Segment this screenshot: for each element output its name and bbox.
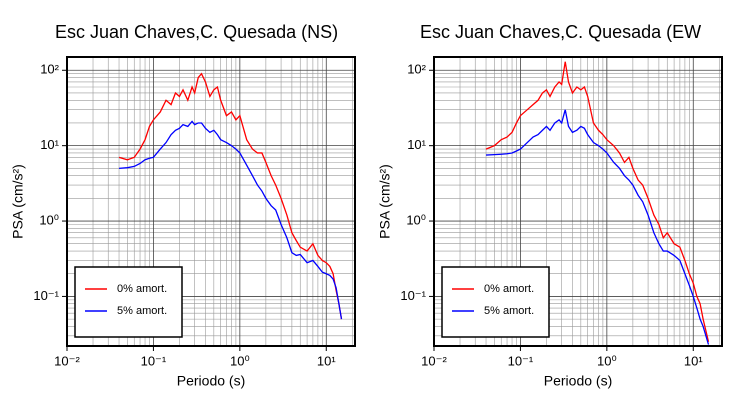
plot-frame <box>433 56 723 347</box>
series-line <box>118 72 343 320</box>
x-tick-label: 10¹ <box>684 353 703 368</box>
chart-title: Esc Juan Chaves,C. Quesada (EW <box>420 22 701 42</box>
x-tick-label: 10¹ <box>317 353 336 368</box>
x-tick-label: 10⁰ <box>597 353 617 368</box>
series-line <box>485 61 710 342</box>
x-axis-label: Periodo (s) <box>177 373 245 389</box>
y-tick-label: 10¹ <box>407 137 426 152</box>
chart-title: Esc Juan Chaves,C. Quesada (NS) <box>55 22 338 42</box>
series-line <box>485 109 710 345</box>
x-tick-label: 10⁻² <box>421 353 447 368</box>
plot: 10⁻² 10⁻¹ 10⁰ 10¹ 10⁻¹ 10⁰ 10¹ 10² Esc Juan Chav… <box>377 22 723 389</box>
y-tick-label: 10² <box>407 62 426 77</box>
legend-label: 0% amort. <box>117 283 167 295</box>
legend-box <box>441 266 550 338</box>
x-tick-label: 10⁰ <box>230 353 250 368</box>
y-tick-label: 10¹ <box>40 137 59 152</box>
series-line <box>118 120 343 320</box>
legend-box <box>74 266 183 338</box>
y-axis-label: PSA (cm/s²) <box>10 164 26 239</box>
y-tick-label: 10⁻¹ <box>33 288 59 303</box>
y-tick-label: 10⁻¹ <box>400 288 426 303</box>
legend-label: 0% amort. <box>484 283 534 295</box>
x-axis-label: Periodo (s) <box>544 373 612 389</box>
y-tick-label: 10² <box>40 62 59 77</box>
legend-label: 5% amort. <box>484 305 534 317</box>
y-axis-label: PSA (cm/s²) <box>377 164 393 239</box>
y-tick-label: 10⁰ <box>406 212 426 227</box>
x-tick-label: 10⁻² <box>54 353 80 368</box>
legend-label: 5% amort. <box>117 305 167 317</box>
x-tick-label: 10⁻¹ <box>141 353 167 368</box>
plot: 10⁻² 10⁻¹ 10⁰ 10¹ 10⁻¹ 10⁰ 10¹ 10² Esc Juan Chav… <box>10 22 356 389</box>
x-tick-label: 10⁻¹ <box>508 353 534 368</box>
plot-frame <box>66 56 356 347</box>
y-tick-label: 10⁰ <box>39 212 59 227</box>
